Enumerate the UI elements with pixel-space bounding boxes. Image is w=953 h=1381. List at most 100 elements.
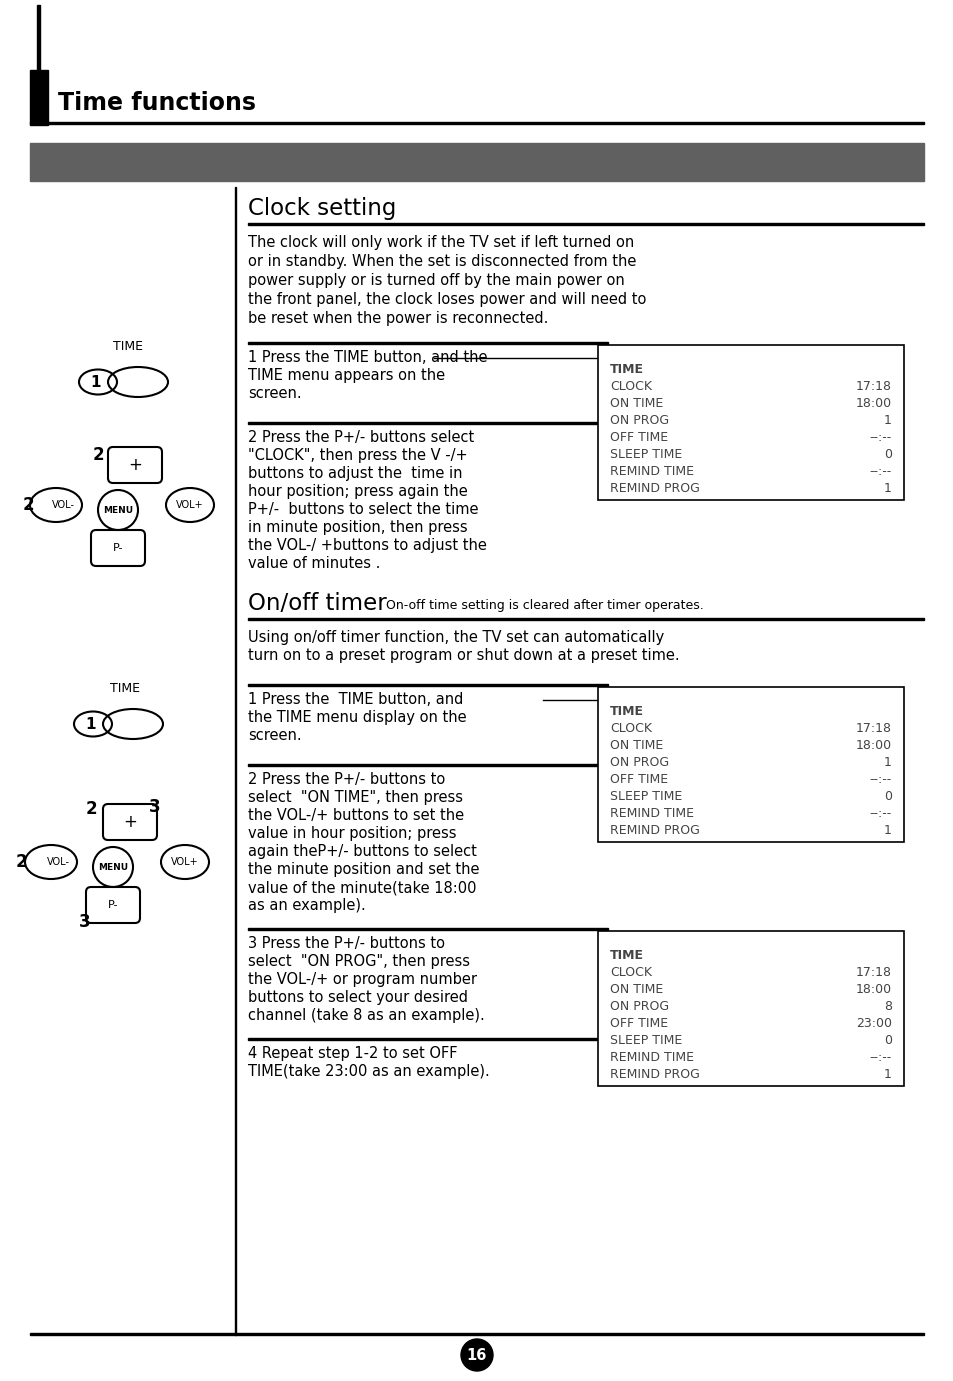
Text: REMIND TIME: REMIND TIME — [609, 465, 693, 478]
Text: TIME: TIME — [112, 340, 143, 354]
Text: 2: 2 — [92, 446, 104, 464]
Text: 16: 16 — [466, 1348, 487, 1363]
Text: TIME(take 23:00 as an example).: TIME(take 23:00 as an example). — [248, 1063, 489, 1079]
Text: 1 Press the  TIME button, and: 1 Press the TIME button, and — [248, 692, 463, 707]
Bar — [248, 222, 923, 225]
Text: TIME: TIME — [609, 704, 643, 718]
Text: hour position; press again the: hour position; press again the — [248, 483, 467, 499]
Text: 8: 8 — [883, 1000, 891, 1014]
Bar — [37, 6, 39, 70]
Bar — [30, 1333, 923, 1334]
Text: 17:18: 17:18 — [855, 722, 891, 735]
Bar — [598, 686, 903, 842]
Bar — [248, 764, 607, 765]
Text: 3 Press the P+/- buttons to: 3 Press the P+/- buttons to — [248, 936, 444, 952]
Text: ON PROG: ON PROG — [609, 414, 668, 427]
Text: REMIND TIME: REMIND TIME — [609, 1051, 693, 1063]
Text: On/off timer: On/off timer — [248, 592, 386, 615]
Text: VOL+: VOL+ — [176, 500, 204, 510]
Text: the front panel, the clock loses power and will need to: the front panel, the clock loses power a… — [248, 291, 646, 307]
Text: 0: 0 — [883, 790, 891, 802]
Text: 1: 1 — [883, 755, 891, 769]
Text: MENU: MENU — [103, 505, 132, 515]
Text: 23:00: 23:00 — [855, 1016, 891, 1030]
Bar — [598, 931, 903, 1085]
Text: in minute position, then press: in minute position, then press — [248, 521, 467, 534]
Text: VOL-: VOL- — [51, 500, 74, 510]
Text: REMIND PROG: REMIND PROG — [609, 824, 700, 837]
Text: MENU: MENU — [98, 863, 128, 871]
Text: Using on/off timer function, the TV set can automatically: Using on/off timer function, the TV set … — [248, 630, 663, 645]
Bar — [248, 684, 607, 685]
Text: OFF TIME: OFF TIME — [609, 431, 667, 445]
Text: 1: 1 — [883, 1068, 891, 1081]
Text: power supply or is turned off by the main power on: power supply or is turned off by the mai… — [248, 273, 624, 289]
Text: +: + — [128, 456, 142, 474]
Text: 18:00: 18:00 — [855, 983, 891, 996]
Text: --:--: --:-- — [869, 773, 891, 786]
Text: 18:00: 18:00 — [855, 396, 891, 410]
Bar — [248, 1039, 607, 1040]
Text: buttons to select your desired: buttons to select your desired — [248, 990, 468, 1005]
Text: +: + — [123, 813, 137, 831]
Text: CLOCK: CLOCK — [609, 380, 651, 394]
Text: OFF TIME: OFF TIME — [609, 1016, 667, 1030]
Text: 3: 3 — [149, 798, 161, 816]
Text: 2: 2 — [85, 800, 96, 818]
Text: 17:18: 17:18 — [855, 380, 891, 394]
Text: ON TIME: ON TIME — [609, 739, 662, 753]
Text: ON TIME: ON TIME — [609, 983, 662, 996]
Text: the TIME menu display on the: the TIME menu display on the — [248, 710, 466, 725]
Text: TIME: TIME — [110, 682, 140, 695]
Bar — [248, 928, 607, 929]
Text: buttons to adjust the  time in: buttons to adjust the time in — [248, 465, 462, 481]
Text: 0: 0 — [883, 447, 891, 461]
Text: P-: P- — [108, 900, 118, 910]
Text: CLOCK: CLOCK — [609, 722, 651, 735]
Text: value in hour position; press: value in hour position; press — [248, 826, 456, 841]
Text: 2: 2 — [22, 496, 33, 514]
Text: REMIND TIME: REMIND TIME — [609, 807, 693, 820]
Text: Clock setting: Clock setting — [248, 197, 395, 220]
Text: SLEEP TIME: SLEEP TIME — [609, 790, 681, 802]
Text: SLEEP TIME: SLEEP TIME — [609, 447, 681, 461]
Text: select  "ON PROG", then press: select "ON PROG", then press — [248, 954, 470, 969]
Bar — [30, 122, 923, 123]
Text: 17:18: 17:18 — [855, 965, 891, 979]
Circle shape — [460, 1340, 493, 1371]
Text: 1: 1 — [883, 414, 891, 427]
Text: Time functions: Time functions — [58, 91, 255, 115]
Bar — [234, 186, 236, 1335]
Text: 2: 2 — [15, 853, 27, 871]
Text: VOL+: VOL+ — [171, 858, 198, 867]
Text: screen.: screen. — [248, 387, 301, 400]
Text: VOL-: VOL- — [47, 858, 70, 867]
Text: or in standby. When the set is disconnected from the: or in standby. When the set is disconnec… — [248, 254, 636, 269]
Bar — [248, 619, 923, 620]
Text: 1: 1 — [91, 374, 101, 389]
Text: TIME: TIME — [609, 363, 643, 376]
Text: select  "ON TIME", then press: select "ON TIME", then press — [248, 790, 462, 805]
Text: ON PROG: ON PROG — [609, 755, 668, 769]
Bar — [30, 144, 923, 181]
Bar — [598, 345, 903, 500]
Text: SLEEP TIME: SLEEP TIME — [609, 1034, 681, 1047]
Text: P-: P- — [112, 543, 123, 552]
Text: --:--: --:-- — [869, 1051, 891, 1063]
Text: --:--: --:-- — [869, 465, 891, 478]
Text: the minute position and set the: the minute position and set the — [248, 862, 479, 877]
Text: OFF TIME: OFF TIME — [609, 773, 667, 786]
Text: --:--: --:-- — [869, 431, 891, 445]
Text: ON TIME: ON TIME — [609, 396, 662, 410]
Text: turn on to a preset program or shut down at a preset time.: turn on to a preset program or shut down… — [248, 648, 679, 663]
Text: the VOL-/+ or program number: the VOL-/+ or program number — [248, 972, 476, 987]
Bar — [30, 70, 48, 126]
Text: 3: 3 — [79, 913, 91, 931]
Text: again theP+/- buttons to select: again theP+/- buttons to select — [248, 844, 476, 859]
Text: On-off time setting is cleared after timer operates.: On-off time setting is cleared after tim… — [386, 599, 703, 612]
Text: 2 Press the P+/- buttons select: 2 Press the P+/- buttons select — [248, 429, 474, 445]
Text: 18:00: 18:00 — [855, 739, 891, 753]
Text: 4 Repeat step 1-2 to set OFF: 4 Repeat step 1-2 to set OFF — [248, 1045, 457, 1061]
Text: CLOCK: CLOCK — [609, 965, 651, 979]
Text: as an example).: as an example). — [248, 898, 365, 913]
